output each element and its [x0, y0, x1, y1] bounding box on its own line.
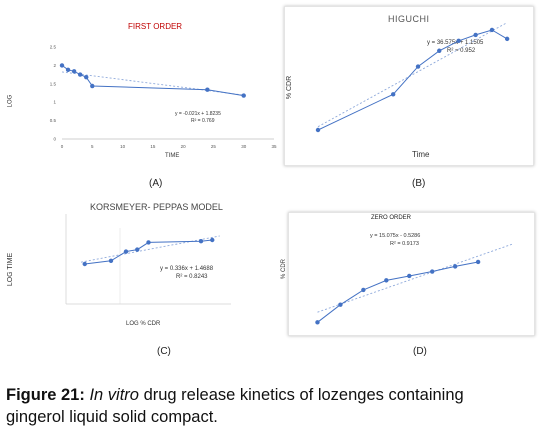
x-tick-label: 5: [91, 144, 94, 149]
data-point: [415, 64, 421, 69]
chart-title: KORSMEYER- PEPPAS MODEL: [90, 202, 223, 212]
data-point: [430, 269, 435, 274]
caption-text-line2: gingerol liquid solid compact.: [6, 408, 218, 426]
x-tick-label: 35: [271, 144, 277, 149]
data-point: [437, 48, 442, 53]
y-tick-label: 2.5: [50, 45, 57, 50]
y-tick-label: 1: [53, 100, 56, 105]
x-tick-label: 10: [120, 144, 126, 149]
data-point: [71, 69, 77, 74]
data-point: [456, 38, 461, 44]
data-point: [361, 287, 366, 293]
chart-frame: [288, 212, 535, 336]
panel-label: (C): [157, 346, 171, 357]
data-point: [65, 67, 71, 73]
data-point: [146, 240, 151, 245]
data-point: [210, 237, 215, 243]
trendline-r2: R² = 0.9173: [390, 241, 419, 247]
x-tick-label: 15: [150, 144, 156, 149]
data-point: [84, 74, 89, 80]
chart-title: ZERO ORDER: [371, 215, 412, 221]
first-order-plot: 0 5 10 15 20 25 30 35 0 0.5 1 1.5 2 2.5: [50, 45, 277, 150]
figure-label: Figure 21:: [6, 386, 85, 404]
data-point: [205, 87, 210, 92]
trendline-r2: R² = 0.952: [447, 48, 476, 54]
panel-label: (B): [412, 178, 426, 189]
x-tick-label: 0: [61, 144, 64, 149]
caption-italic: In vitro: [89, 386, 139, 404]
trendline: [317, 22, 508, 128]
x-axis-label: TIME: [165, 153, 180, 159]
figure-caption: Figure 21: In vitro drug release kinetic…: [6, 384, 556, 428]
trendline: [80, 235, 220, 263]
x-axis-label: Time: [412, 150, 430, 159]
y-tick-label: 1.5: [50, 81, 57, 86]
trendline-r2: R² = 0.8243: [176, 274, 208, 280]
y-tick-label: 0: [53, 137, 56, 142]
x-tick-label: 20: [181, 144, 187, 149]
higuchi-chart: HIGUCHI % CDR y = 36.575x + 1.1505 R² = …: [284, 6, 534, 196]
data-point: [123, 249, 129, 254]
panel-label: (A): [149, 178, 163, 189]
data-point: [475, 259, 481, 265]
data-point: [90, 83, 95, 89]
trendline-equation: y = 0.336x + 1.4688: [160, 266, 214, 272]
trendline-r2: R² = 0.769: [191, 118, 215, 124]
korsmeyer-peppas-chart: KORSMEYER- PEPPAS MODEL LOG TIME y = 0.3…: [6, 196, 276, 366]
data-point: [198, 239, 204, 244]
data-point: [384, 278, 389, 283]
zero-order-plot: [315, 243, 513, 325]
trendline: [61, 71, 244, 96]
first-order-chart: FIRST ORDER LOG TIME y = -0.021x + 1.823…: [0, 0, 290, 195]
data-point: [241, 93, 246, 98]
data-point: [390, 92, 396, 97]
data-point: [108, 258, 114, 263]
data-point: [452, 264, 458, 269]
x-tick-label: 30: [241, 144, 247, 149]
data-point: [82, 261, 87, 267]
caption-text-line1: drug release kinetics of lozenges contai…: [138, 386, 464, 404]
chart-title: HIGUCHI: [388, 14, 430, 24]
chart-title: FIRST ORDER: [128, 22, 183, 31]
data-point: [473, 32, 478, 38]
series-line: [317, 261, 479, 323]
data-point: [77, 72, 83, 77]
data-point: [315, 127, 321, 133]
y-tick-label: 0.5: [50, 118, 57, 123]
data-point: [59, 63, 65, 68]
x-axis-label: LOG % CDR: [126, 321, 161, 327]
trendline-equation: y = -0.021x + 1.8235: [175, 111, 221, 117]
data-point: [135, 247, 140, 252]
data-point: [489, 27, 495, 33]
y-tick-label: 2: [53, 63, 56, 68]
data-point: [315, 320, 320, 325]
data-point: [504, 36, 510, 42]
trendline-equation: y = 15.075x - 0.5286: [370, 233, 421, 239]
zero-order-chart: ZERO ORDER % CDR y = 15.075x - 0.5286 R²…: [281, 212, 535, 372]
higuchi-plot: [315, 22, 510, 133]
panel-label: (D): [413, 346, 427, 357]
data-point: [407, 273, 412, 279]
korsmeyer-peppas-plot: [65, 214, 231, 305]
y-axis-label: % CDR: [281, 258, 288, 280]
x-tick-label: 25: [211, 144, 217, 149]
series-line: [61, 64, 244, 97]
chart-frame: [284, 6, 534, 166]
series-line: [317, 29, 508, 131]
data-point: [338, 302, 343, 307]
trendline: [317, 243, 513, 313]
